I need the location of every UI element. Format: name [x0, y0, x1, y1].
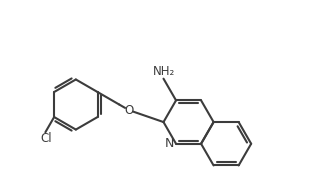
Text: N: N	[164, 137, 174, 150]
Text: NH₂: NH₂	[152, 65, 175, 78]
Text: O: O	[124, 104, 134, 117]
Text: Cl: Cl	[41, 132, 52, 145]
